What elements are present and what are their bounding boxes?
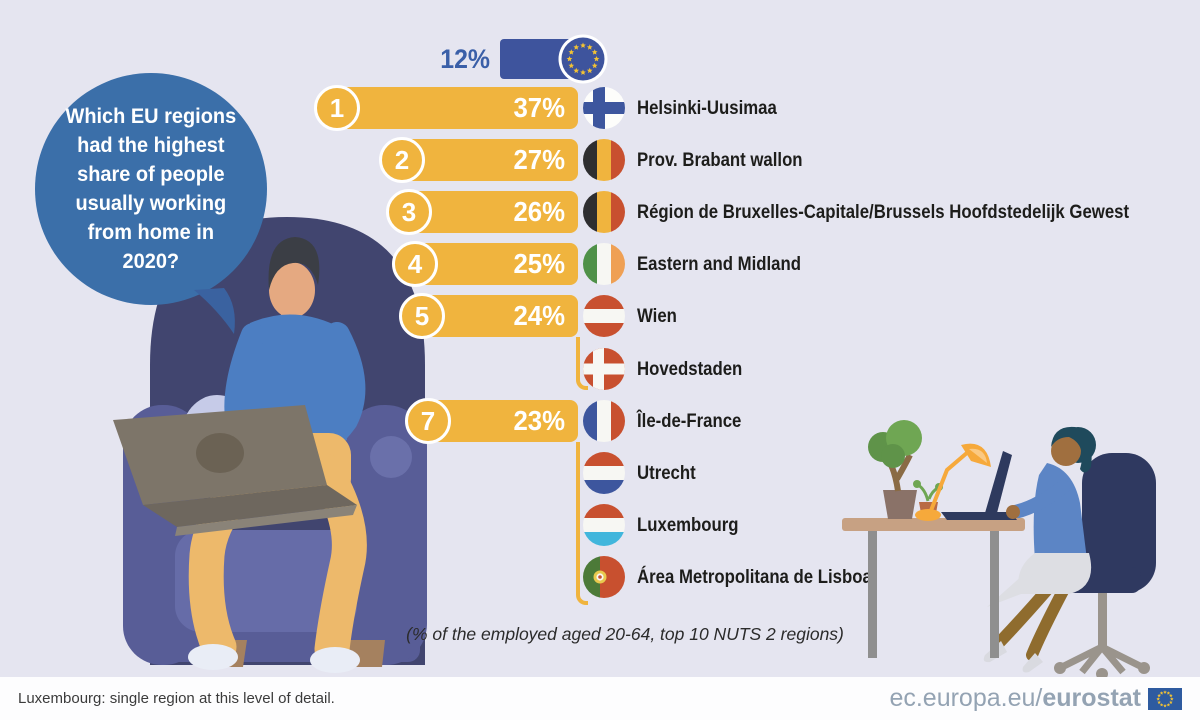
finland-flag-icon bbox=[583, 87, 625, 129]
eu-flag-icon bbox=[558, 34, 608, 84]
rank-badge: 5 bbox=[399, 293, 445, 339]
rank-number: 4 bbox=[407, 248, 423, 279]
denmark-flag-icon bbox=[583, 348, 625, 390]
url-prefix: ec.europa.eu/ bbox=[889, 684, 1043, 712]
tie-connector-23pct bbox=[576, 442, 588, 605]
eurostat-url: ec.europa.eu/eurostat bbox=[889, 684, 1182, 713]
question-text-line: had the highest bbox=[77, 134, 225, 157]
url-eurostat: eurostat bbox=[1042, 684, 1141, 712]
rank-number: 5 bbox=[414, 300, 430, 331]
region-label: Région de Bruxelles-Capitale/Brussels Ho… bbox=[637, 201, 1130, 223]
rank-number: 2 bbox=[394, 144, 410, 175]
eu-average-value: 12% bbox=[440, 44, 490, 74]
belgium-flag-icon bbox=[583, 191, 625, 233]
question-text-line: 2020? bbox=[122, 250, 180, 273]
region-label: Wien bbox=[637, 305, 677, 327]
question-text-line: usually working bbox=[75, 192, 227, 215]
question-bubble-tail bbox=[194, 288, 235, 334]
rank-number: 7 bbox=[420, 405, 436, 436]
rank-number: 3 bbox=[401, 196, 417, 227]
question-bubble: Which EU regions had the highest share of … bbox=[35, 73, 267, 305]
tie-connector-24pct bbox=[576, 337, 588, 390]
region-label: Île-de-France bbox=[637, 410, 742, 432]
value-bar: 26% bbox=[409, 191, 578, 233]
rank-badge: 1 bbox=[314, 85, 360, 131]
rank-number: 1 bbox=[329, 92, 345, 123]
value-bar: 23% bbox=[428, 400, 578, 442]
portugal-flag-icon bbox=[583, 556, 625, 598]
region-label: Prov. Brabant wallon bbox=[637, 149, 803, 171]
value-label: 24% bbox=[513, 300, 565, 331]
austria-flag-icon bbox=[583, 295, 625, 337]
ireland-flag-icon bbox=[583, 243, 625, 285]
france-flag-icon bbox=[583, 400, 625, 442]
value-bar: 24% bbox=[422, 295, 578, 337]
netherlands-flag-icon bbox=[583, 452, 625, 494]
question-text-line: from home in bbox=[87, 221, 215, 244]
rank-badge: 2 bbox=[379, 137, 425, 183]
value-bar: 27% bbox=[402, 139, 578, 181]
value-label: 25% bbox=[513, 248, 565, 279]
value-label: 37% bbox=[513, 92, 565, 123]
value-label: 26% bbox=[513, 196, 565, 227]
region-label: Hovedstaden bbox=[637, 358, 743, 380]
belgium-flag-icon bbox=[583, 139, 625, 181]
question-text-line: share of people bbox=[77, 163, 225, 186]
rank-badge: 3 bbox=[386, 189, 432, 235]
footer-bar: Luxembourg: single region at this level … bbox=[0, 677, 1200, 720]
rank-badge: 4 bbox=[392, 241, 438, 287]
rank-badge: 7 bbox=[405, 398, 451, 444]
region-label: Área Metropolitana de Lisboa bbox=[637, 566, 872, 588]
footnote: Luxembourg: single region at this level … bbox=[18, 690, 335, 707]
region-label: Luxembourg bbox=[637, 514, 739, 536]
value-label: 23% bbox=[513, 405, 565, 436]
region-label: Eastern and Midland bbox=[637, 253, 802, 275]
question-text-line: Which EU regions bbox=[65, 105, 237, 128]
man-on-couch-illustration bbox=[113, 217, 427, 673]
question-text: Which EU regions had the highest share of … bbox=[66, 102, 237, 276]
eu-flag-icon bbox=[1148, 687, 1182, 710]
value-bar: 37% bbox=[337, 87, 578, 129]
region-label: Utrecht bbox=[637, 462, 696, 484]
region-label: Helsinki-Uusimaa bbox=[637, 97, 777, 119]
value-label: 27% bbox=[513, 144, 565, 175]
luxembourg-flag-icon bbox=[583, 504, 625, 546]
woman-at-desk-illustration bbox=[842, 420, 1156, 677]
chart-caption: (% of the employed aged 20-64, top 10 NU… bbox=[406, 624, 844, 644]
value-bar: 25% bbox=[415, 243, 578, 285]
